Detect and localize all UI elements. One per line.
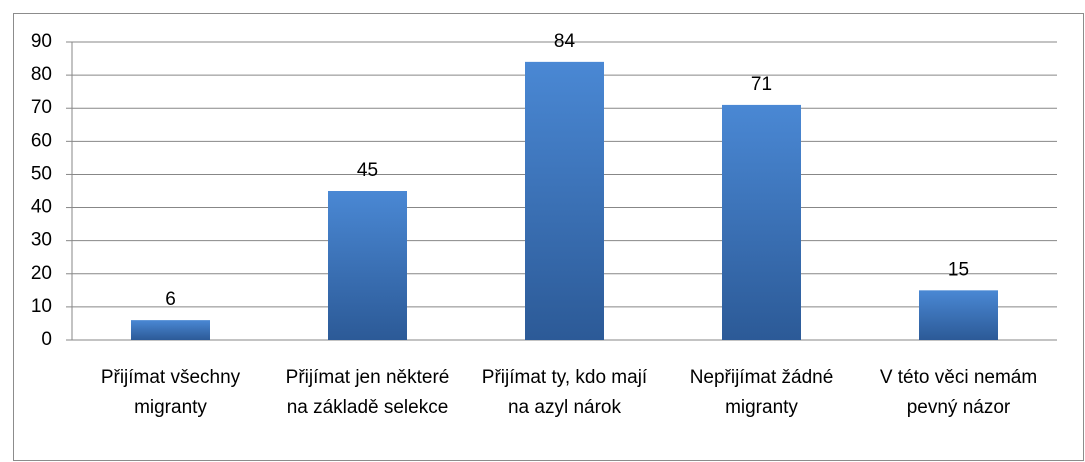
data-label: 15: [948, 259, 969, 280]
y-tick-label: 10: [31, 296, 52, 317]
x-tick-label: Přijímat ty, kdo mají na azyl nárok: [481, 367, 648, 418]
bar: [328, 191, 407, 340]
y-tick-label: 80: [31, 64, 52, 85]
data-label: 45: [357, 160, 378, 181]
data-label: 84: [554, 31, 576, 52]
y-tick-label: 30: [31, 230, 52, 251]
y-tick-label: 60: [31, 130, 52, 151]
chart-border: [13, 13, 1084, 461]
y-tick-label: 20: [31, 263, 52, 284]
y-tick-label: 50: [31, 163, 52, 184]
x-tick-label: Nepřijímat žádné migranty: [689, 367, 834, 418]
y-tick-label: 90: [31, 31, 52, 52]
x-tick-label: V této věci nemám pevný názor: [879, 367, 1038, 418]
y-tick-label: 70: [31, 97, 52, 118]
bar: [919, 290, 998, 340]
bar: [722, 104, 801, 341]
data-label: 71: [751, 74, 772, 95]
x-tick-label: Přijímat jen některé na základě selekce: [285, 367, 450, 418]
y-tick-label: 0: [41, 329, 52, 350]
data-label: 6: [165, 289, 176, 310]
bar: [131, 320, 210, 340]
x-tick-label: Přijímat všechny migranty: [100, 367, 241, 418]
y-tick-label: 40: [31, 197, 52, 218]
bar: [525, 61, 604, 340]
